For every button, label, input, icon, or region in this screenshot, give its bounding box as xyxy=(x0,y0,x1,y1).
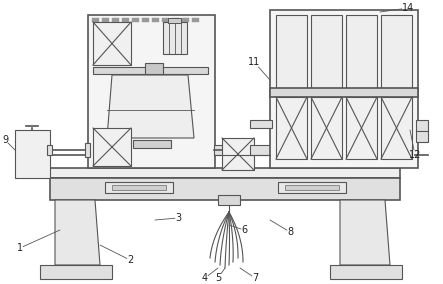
Bar xyxy=(145,63,163,74)
Bar xyxy=(50,168,400,178)
Bar xyxy=(311,15,342,88)
Bar xyxy=(346,97,377,159)
Bar xyxy=(276,97,307,159)
Bar xyxy=(270,88,418,97)
Bar xyxy=(270,10,418,168)
Polygon shape xyxy=(107,75,194,138)
Bar xyxy=(381,15,412,88)
Bar xyxy=(92,18,99,22)
Text: 6: 6 xyxy=(229,225,247,235)
Text: 14: 14 xyxy=(380,3,414,13)
Text: 12: 12 xyxy=(409,130,421,160)
Bar xyxy=(40,265,112,279)
Bar xyxy=(250,120,272,128)
Bar xyxy=(47,145,52,155)
Bar xyxy=(278,182,346,193)
Bar xyxy=(222,138,254,170)
Text: 9: 9 xyxy=(2,135,15,150)
Bar xyxy=(112,185,166,190)
Bar xyxy=(132,18,139,22)
Bar xyxy=(112,18,119,22)
Bar xyxy=(346,15,377,88)
Bar xyxy=(192,18,199,22)
Bar xyxy=(93,128,131,166)
Bar xyxy=(93,22,131,65)
Bar xyxy=(163,22,187,54)
Text: 2: 2 xyxy=(100,245,133,265)
Bar xyxy=(276,15,307,88)
Bar xyxy=(152,18,159,22)
Bar xyxy=(88,15,215,168)
Text: 11: 11 xyxy=(248,57,270,80)
Bar xyxy=(50,178,400,200)
Bar xyxy=(285,185,339,190)
Bar xyxy=(250,145,270,155)
Text: 7: 7 xyxy=(240,268,258,283)
Bar xyxy=(311,97,342,159)
Bar xyxy=(218,195,240,205)
Text: 5: 5 xyxy=(215,268,225,283)
Bar xyxy=(102,18,109,22)
Bar xyxy=(330,265,402,279)
Polygon shape xyxy=(55,200,100,265)
Text: 4: 4 xyxy=(202,268,218,283)
Polygon shape xyxy=(340,200,390,265)
Bar xyxy=(142,18,149,22)
Bar xyxy=(214,145,234,155)
Bar xyxy=(93,67,208,74)
Bar xyxy=(416,120,428,142)
Bar xyxy=(133,140,171,148)
Text: 3: 3 xyxy=(155,213,181,223)
Bar xyxy=(15,130,50,178)
Bar xyxy=(162,18,169,22)
Bar xyxy=(122,18,129,22)
Bar xyxy=(381,97,412,159)
Bar xyxy=(168,18,181,23)
Bar xyxy=(182,18,189,22)
Bar xyxy=(105,182,173,193)
Bar xyxy=(172,18,179,22)
Text: 8: 8 xyxy=(270,220,293,237)
Bar xyxy=(85,143,90,157)
Text: 1: 1 xyxy=(17,230,60,253)
